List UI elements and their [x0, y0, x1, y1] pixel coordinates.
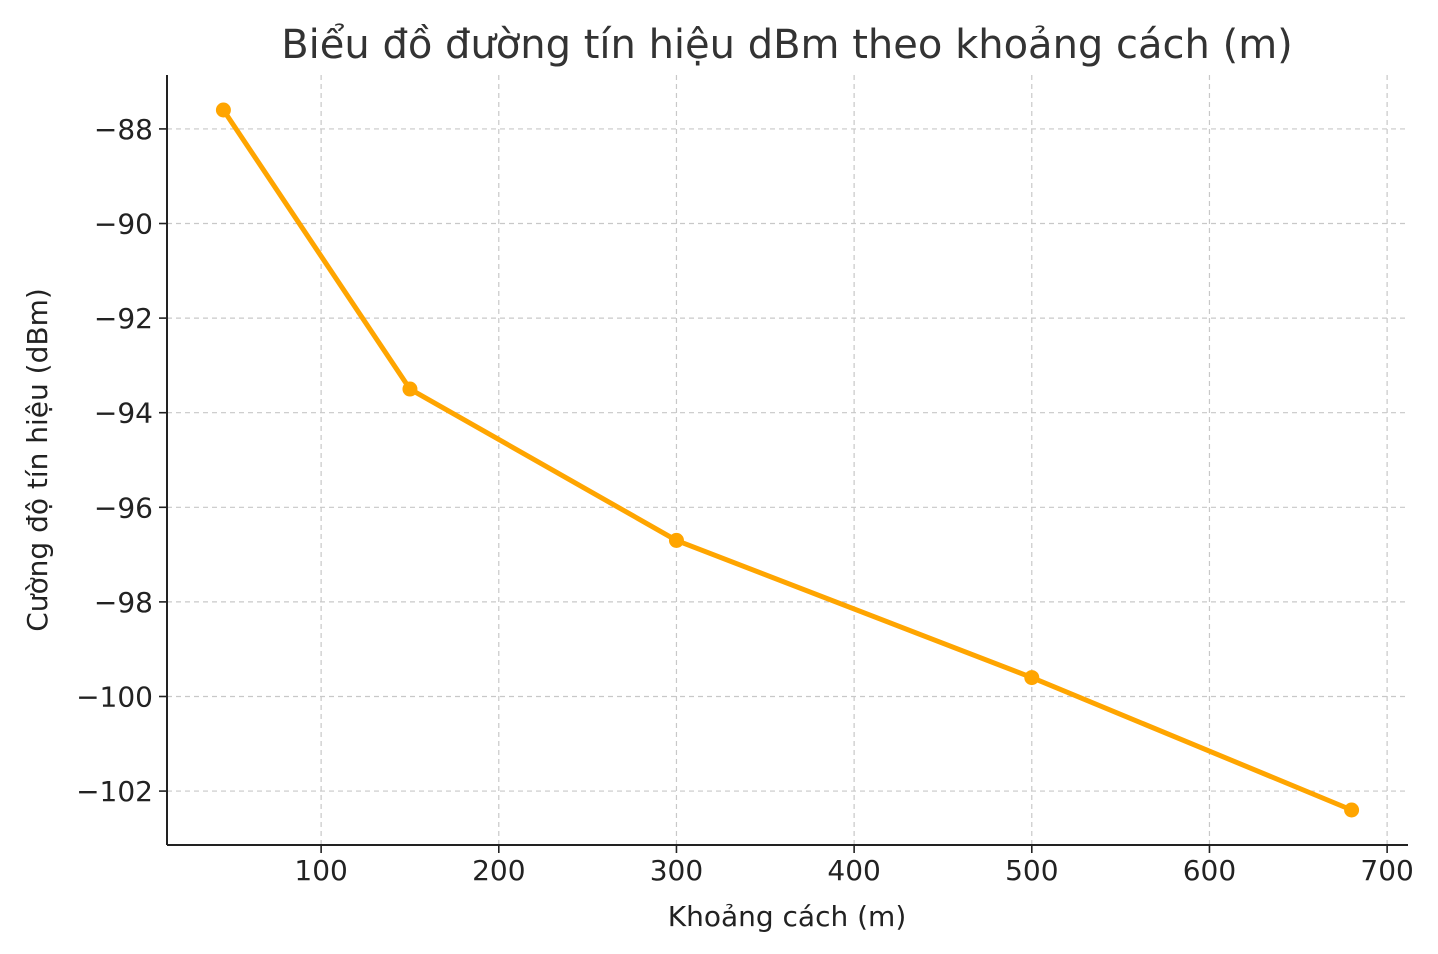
y-tick-label: −88 — [94, 113, 153, 146]
axes — [166, 75, 1408, 846]
data-point — [1344, 802, 1360, 818]
series-layer — [215, 102, 1360, 818]
x-tick-label: 100 — [294, 854, 347, 887]
y-tick-label: −94 — [94, 397, 153, 430]
y-tick-label: −102 — [76, 775, 153, 808]
x-axis-label: Khoảng cách (m) — [668, 900, 907, 933]
y-axis-label: Cường độ tín hiệu (dBm) — [21, 288, 54, 632]
grid — [167, 75, 1408, 845]
y-tick-label: −92 — [94, 302, 153, 335]
x-tick-label: 300 — [650, 854, 703, 887]
x-axis-ticks: 100 200 300 400 500 600 700 — [294, 845, 1414, 887]
data-point — [215, 102, 231, 118]
data-point — [1024, 670, 1040, 686]
x-tick-label: 700 — [1360, 854, 1413, 887]
y-tick-label: −96 — [94, 491, 153, 524]
x-tick-label: 400 — [827, 854, 880, 887]
x-tick-label: 500 — [1005, 854, 1058, 887]
data-point — [668, 532, 684, 548]
y-tick-label: −98 — [94, 586, 153, 619]
series-line — [220, 107, 1355, 813]
y-tick-label: −100 — [76, 680, 153, 713]
data-point — [402, 381, 418, 397]
chart-title: Biểu đồ đường tín hiệu dBm theo khoảng c… — [281, 22, 1293, 68]
y-axis-ticks: −88 −90 −92 −94 −96 −98 −100 −102 — [76, 113, 167, 808]
x-tick-label: 200 — [472, 854, 525, 887]
y-tick-label: −90 — [94, 208, 153, 241]
x-tick-label: 600 — [1183, 854, 1236, 887]
